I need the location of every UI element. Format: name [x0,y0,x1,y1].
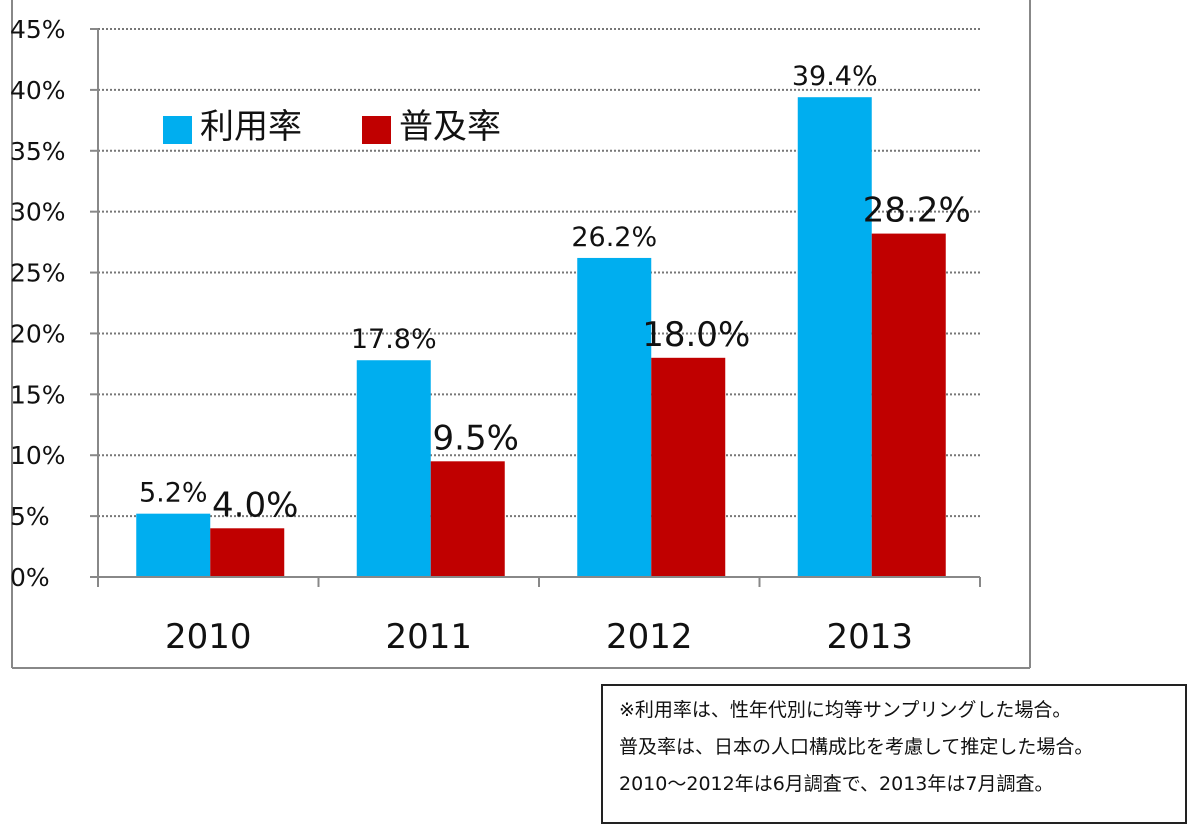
x-tick-label: 2010 [165,617,252,657]
legend-swatch-fukyuuritsu [362,116,391,144]
y-tick-label: 10% [10,441,66,470]
legend: 利用率 普及率 [163,107,501,147]
data-label: 9.5% [433,418,519,458]
x-tick-label: 2011 [385,617,472,657]
y-tick-label: 30% [10,198,66,227]
y-tick-label: 25% [10,259,66,288]
footnote-line: ※利用率は、性年代別に均等サンプリングした場合。 [619,699,1072,721]
data-label: 39.4% [792,61,878,92]
x-tick-label: 2012 [606,617,693,657]
footnote-line: 2010～2012年は6月調査で、2013年は7月調査。 [619,773,1054,795]
bar-2013-fukyuuritsu [871,233,946,577]
y-tick-label: 45% [10,15,66,44]
bar-2011-fukyuuritsu [430,461,505,577]
legend-label-riyouritsu: 利用率 [200,107,302,147]
y-tick-label: 40% [10,76,66,105]
bar-2010-fukyuuritsu [210,528,285,577]
bar-2012-fukyuuritsu [651,357,726,577]
data-label: 26.2% [571,222,657,253]
legend-label-fukyuuritsu: 普及率 [399,107,501,147]
y-tick-label: 15% [10,380,66,409]
y-tick-label: 35% [10,137,66,166]
footnote-box: ※利用率は、性年代別に均等サンプリングした場合。 普及率は、日本の人口構成比を考… [601,684,1187,824]
data-label: 18.0% [642,315,750,355]
data-label: 5.2% [139,478,208,509]
bar-chart: 5.2% 4.0% 17.8% 9.5% 26.2% 18.0% 39.4% 28.2% 0%… [10,0,1031,669]
x-tick-label: 2013 [826,617,913,657]
bar-2013-riyouritsu [797,97,872,577]
footnote-line: 普及率は、日本の人口構成比を考慮して推定した場合。 [619,736,1094,758]
bar-2012-riyouritsu [577,257,652,577]
y-tick-label: 20% [10,319,66,348]
data-label: 28.2% [863,191,971,231]
data-label: 4.0% [212,485,298,525]
y-tick-label: 0% [10,563,50,592]
data-label: 17.8% [351,324,437,355]
y-tick-label: 5% [10,502,50,531]
bar-2010-riyouritsu [136,513,211,577]
bar-2011-riyouritsu [356,360,431,577]
legend-swatch-riyouritsu [163,116,192,144]
